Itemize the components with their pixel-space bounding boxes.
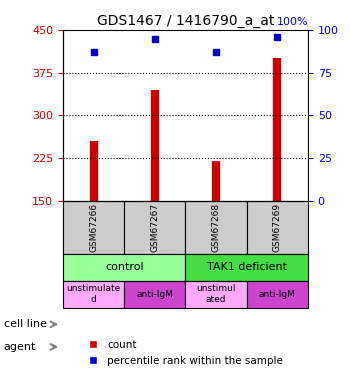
FancyBboxPatch shape xyxy=(124,201,186,254)
FancyBboxPatch shape xyxy=(186,201,247,254)
FancyBboxPatch shape xyxy=(186,281,247,308)
FancyBboxPatch shape xyxy=(63,281,124,308)
Text: anti-IgM: anti-IgM xyxy=(259,290,296,298)
FancyBboxPatch shape xyxy=(63,201,124,254)
Text: TAK1 deficient: TAK1 deficient xyxy=(207,262,287,273)
Text: GSM67266: GSM67266 xyxy=(89,203,98,252)
Text: cell line: cell line xyxy=(4,320,47,329)
Text: unstimul
ated: unstimul ated xyxy=(196,285,236,304)
Text: control: control xyxy=(105,262,144,273)
Text: GSM67267: GSM67267 xyxy=(150,203,159,252)
FancyBboxPatch shape xyxy=(63,254,186,281)
Text: agent: agent xyxy=(4,342,36,352)
Text: anti-IgM: anti-IgM xyxy=(136,290,173,298)
Text: 100%: 100% xyxy=(276,16,308,27)
FancyBboxPatch shape xyxy=(186,254,308,281)
FancyBboxPatch shape xyxy=(247,281,308,308)
Text: GSM67269: GSM67269 xyxy=(273,203,282,252)
Title: GDS1467 / 1416790_a_at: GDS1467 / 1416790_a_at xyxy=(97,13,274,28)
FancyBboxPatch shape xyxy=(247,201,308,254)
Text: unstimulate
d: unstimulate d xyxy=(66,285,121,304)
Text: GSM67268: GSM67268 xyxy=(212,203,220,252)
FancyBboxPatch shape xyxy=(124,281,186,308)
Legend: count, percentile rank within the sample: count, percentile rank within the sample xyxy=(84,336,287,370)
